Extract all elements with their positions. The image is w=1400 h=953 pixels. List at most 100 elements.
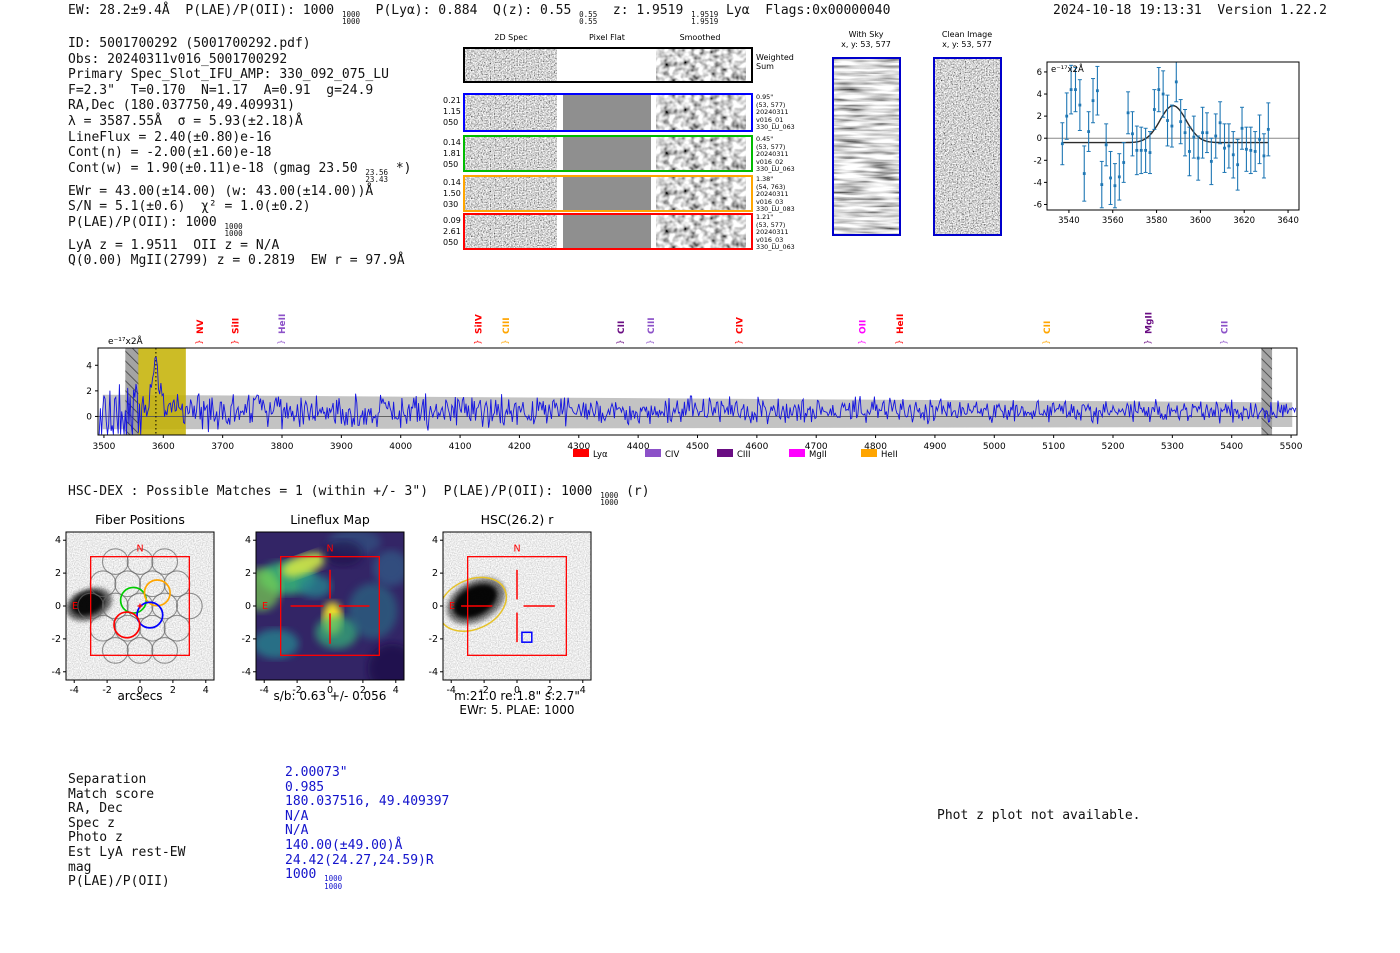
stacked-fraction: 1000 1000 [224,221,243,239]
match-label-7: P(LAE)/P(OII) [68,874,170,890]
2d-row-1-image [465,95,557,130]
svg-text:CII: CII [1043,321,1053,334]
clean-image-coords: x, y: 53, 577 [942,40,992,49]
svg-text:-4: -4 [242,667,251,678]
match-value-7: 1000 1000 1000 [285,867,343,891]
svg-text:{: { [195,339,204,344]
2d-row-0-image [656,49,746,81]
svg-text:3600: 3600 [152,442,175,452]
line-fit-chart: -6 -4 -2 0 2 4 6 3540 3560 3580 3600 3620 3640 e⁻¹⁷x2… [1034,61,1300,226]
col-title-pixel-flat: Pixel Flat [589,33,625,42]
full-spectrum-chart: 0 2 4 3500 3600 3700 3800 3900 4000 4100 4200 4300 4… [86,312,1303,460]
svg-text:4700: 4700 [805,442,828,452]
2d-spectra-panel: 2D Spec Pixel Flat Smoothed Weighted Sum 0… [443,33,795,258]
svg-text:5000: 5000 [983,442,1006,452]
svg-text:5400: 5400 [1220,442,1243,452]
svg-text:5300: 5300 [1161,442,1184,452]
svg-text:{: { [895,339,904,344]
svg-text:4: 4 [580,685,586,696]
info-line-6: LineFlux = 2.40(±0.80)e-16 [68,129,272,145]
info-line-10: S/N = 5.1(±0.6) χ² = 1.0(±0.2) [68,199,311,215]
svg-text:SiII: SiII [232,318,242,334]
match-value-5: 140.00(±49.00)Å [285,837,403,853]
svg-text:4800: 4800 [864,442,887,452]
2d-row-1-left-labels: 0.21 1.15 050 [443,96,461,127]
info-line-9: EWr = 43.00(±14.00) (w: 43.00(±14.00))Å [68,183,374,199]
svg-text:-4: -4 [1034,178,1042,188]
svg-text:N: N [513,543,520,554]
svg-text:E: E [449,601,455,612]
clean-image-title: Clean Image x, y: 53, 577 [921,30,1013,50]
2d-row-2-image [563,137,651,170]
match-table-labels: Separation Match score RA, Dec Spec z Photo … [68,772,185,889]
svg-text:-4: -4 [52,667,61,678]
svg-text:CIII: CIII [502,317,512,334]
svg-text:E: E [72,601,78,612]
svg-text:0: 0 [55,601,61,612]
svg-text:E: E [262,601,268,612]
phot-z-note: Phot z plot not available. [937,808,1141,823]
svg-text:CIV: CIV [736,317,746,334]
svg-text:0: 0 [137,685,143,696]
svg-text:4200: 4200 [508,442,531,452]
match-label-5: Est LyA rest-EW [68,844,186,860]
detection-info-block: ID: 5001700292 (5001700292.pdf) Obs: 2024… [68,36,411,269]
svg-text:CII: CII [617,321,627,334]
svg-text:{: { [858,339,867,344]
clean-image [933,57,1002,236]
svg-text:{: { [735,339,744,344]
col-title-2d-spec: 2D Spec [494,33,528,42]
svg-text:0: 0 [432,601,438,612]
svg-text:HeII: HeII [896,314,906,334]
svg-text:3620: 3620 [1233,216,1255,226]
svg-text:4500: 4500 [686,442,709,452]
lineflux-map-xlabel: s/b: 0.63 +/- 0.056 [273,689,387,703]
2d-row-3-left-labels: 0.14 1.50 030 [443,178,461,209]
svg-text:-4: -4 [429,667,438,678]
info-line-4: RA,Dec (180.037750,49.409931) [68,98,295,114]
svg-text:e⁻¹⁷x2Å: e⁻¹⁷x2Å [1051,63,1084,75]
svg-text:3540: 3540 [1058,216,1080,226]
svg-text:{: { [501,339,510,344]
stacked-fraction: 1.9519 1.9519 [691,10,719,27]
svg-text:HeII: HeII [881,450,898,460]
2d-row-2-left-labels: 0.14 1.81 050 [443,138,461,169]
header-summary-line: EW: 28.2±9.4Å P(LAE)/P(OII): 1000 1000 10… [68,3,891,27]
2d-row-3-right-labels: 1.38" (54, 763) 20240311 v016_03 330_LU_083 [756,175,795,214]
svg-text:HeII: HeII [278,314,288,334]
svg-text:3800: 3800 [271,442,294,452]
svg-text:CII: CII [1221,321,1231,334]
info-line-7: Cont(n) = -2.00(±1.60)e-18 [68,145,272,161]
svg-text:-2: -2 [479,685,488,696]
2d-row-4-image [465,215,557,248]
svg-text:MgII: MgII [809,450,827,460]
svg-text:2: 2 [1037,112,1042,122]
svg-text:{: { [1220,339,1229,344]
stacked-fraction: 23.56 23.43 [365,167,388,185]
svg-text:4: 4 [86,361,92,371]
svg-text:3580: 3580 [1146,216,1168,226]
2d-row-2-image [656,137,746,170]
svg-text:-6: -6 [1034,200,1042,210]
svg-text:4400: 4400 [627,442,650,452]
2d-row-2-right-labels: 0.45" (53, 577) 20240311 v016_02 330_LU_063 [756,135,795,174]
hsc-dex-summary: HSC-DEX : Possible Matches = 1 (within +… [68,484,650,508]
2d-row-1-right-labels: 0.95" (53, 577) 20240311 v016_01 330_LU_063 [756,93,795,132]
svg-text:0: 0 [245,601,251,612]
match-value-2: 180.037516, 49.409397 [285,794,450,810]
svg-text:N: N [136,543,143,554]
2d-row-0-image [465,49,557,81]
hsc-r-title: HSC(26.2) r [480,512,554,527]
svg-text:-4: -4 [69,685,78,696]
2d-row-3-image [465,177,557,210]
2d-row-3-image [656,177,746,210]
sky-image-panels: With Sky x, y: 53, 577 Clean Image x, y:… [820,30,1020,245]
svg-text:2: 2 [547,685,553,696]
info-line-11: P(LAE)/P(OII): 1000 1000 1000 [68,214,243,239]
svg-text:4300: 4300 [567,442,590,452]
svg-text:5100: 5100 [1042,442,1065,452]
info-line-5: λ = 3587.55Å σ = 5.93(±2.18)Å [68,113,303,129]
lineflux-map-cutout: N E -4 -4 -2 -2 0 0 2 2 4 4 [242,531,405,696]
match-label-0: Separation [68,772,147,787]
svg-text:0: 0 [86,412,92,422]
